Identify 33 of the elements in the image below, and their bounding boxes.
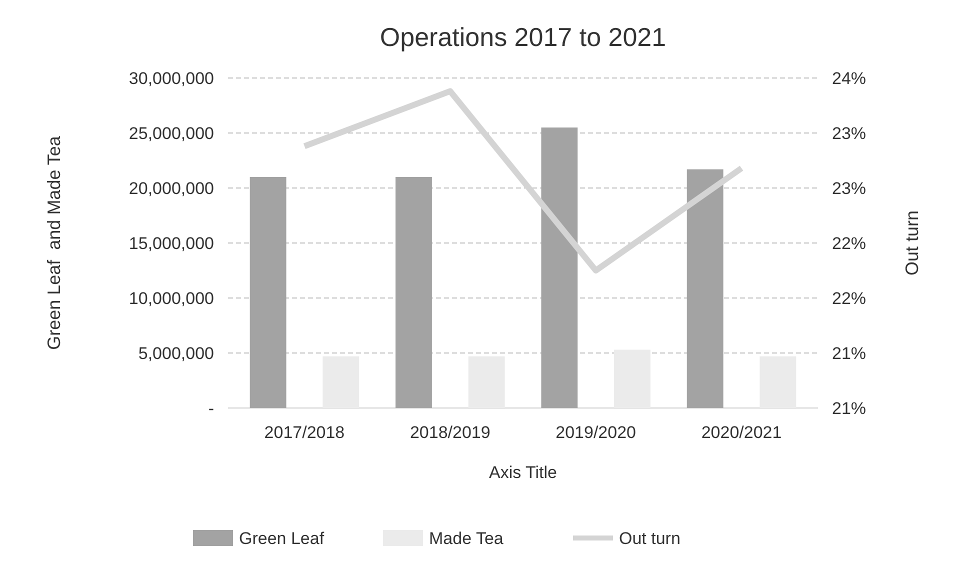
- legend-label: Out turn: [619, 528, 680, 548]
- bar: [686, 169, 724, 408]
- legend-label: Made Tea: [429, 528, 504, 548]
- bar: [760, 356, 796, 408]
- y2-tick-label: 23%: [832, 124, 866, 143]
- y-tick-label: 30,000,000: [128, 68, 214, 88]
- chart-title: Operations 2017 to 2021: [380, 22, 666, 52]
- y2-tick-label: 24%: [832, 68, 866, 88]
- y2-axis-title: Out turn: [902, 210, 922, 276]
- y-tick-label: 15,000,000: [128, 234, 214, 253]
- y2-tick-label: 21%: [832, 344, 866, 363]
- bar: [250, 177, 286, 408]
- x-tick-label: 2019/2020: [556, 423, 636, 442]
- y2-tick-label: 23%: [832, 178, 866, 198]
- bar: [541, 128, 578, 408]
- bar: [396, 177, 432, 408]
- y-axis-title: Green Leaf and Made Tea: [44, 135, 64, 350]
- bar: [322, 356, 360, 408]
- x-axis-title: Axis Title: [488, 463, 558, 482]
- x-tick-label: 2017/2018: [264, 423, 345, 442]
- x-tick-label: 2018/2019: [410, 423, 490, 442]
- y-tick-label: 20,000,000: [128, 178, 214, 198]
- x-tick-label: 2020/2021: [701, 423, 782, 442]
- bar: [614, 350, 650, 408]
- y2-tick-label: 22%: [832, 234, 866, 253]
- y-tick-label: -: [208, 398, 214, 418]
- y-tick-label: 5,000,000: [138, 344, 214, 363]
- y2-tick-label: 21%: [832, 398, 866, 418]
- legend-label: Green Leaf: [239, 528, 324, 548]
- y2-tick-label: 22%: [832, 288, 866, 308]
- y-tick-label: 25,000,000: [128, 124, 214, 143]
- y-tick-label: 10,000,000: [128, 288, 214, 308]
- bar: [468, 356, 505, 408]
